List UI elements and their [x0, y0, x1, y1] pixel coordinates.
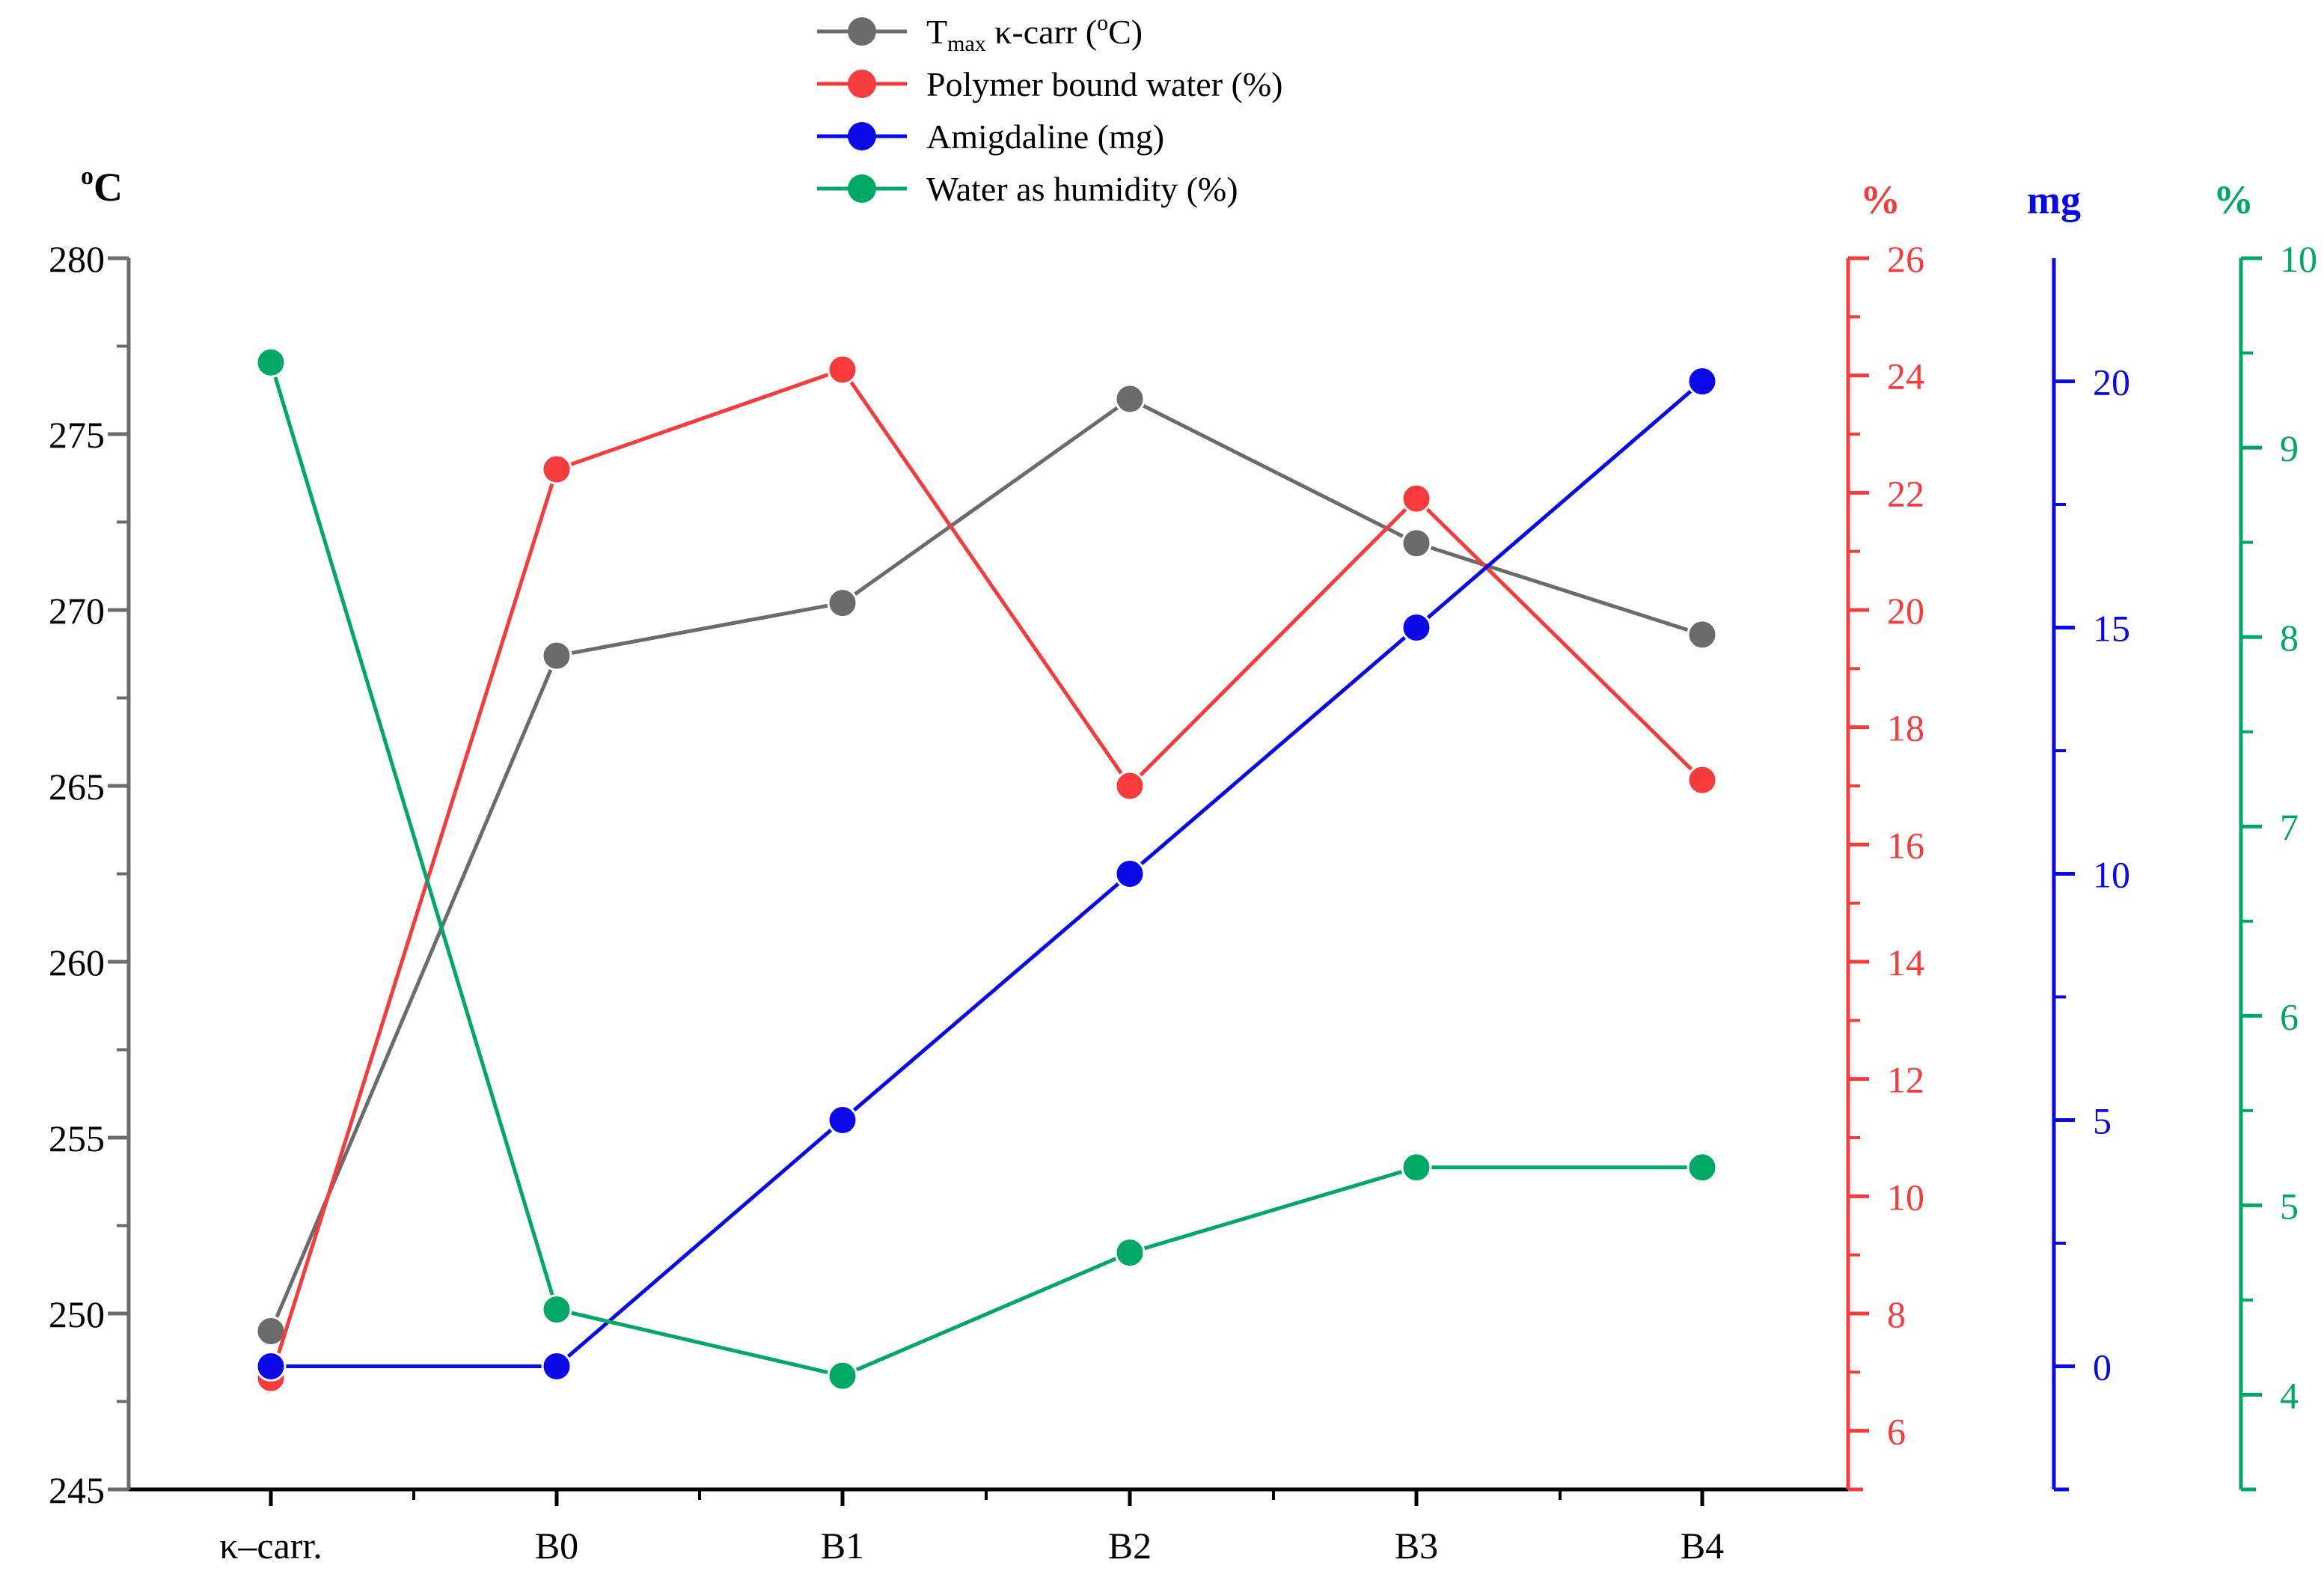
- point-tmax-b2: [1114, 383, 1146, 415]
- legend-label-humidity: Water as humidity (%): [926, 170, 1238, 208]
- humidity-tick-label: 4: [2280, 1374, 2299, 1416]
- point-humidity-carr: [255, 347, 287, 378]
- point-bound_water-b2: [1114, 770, 1146, 802]
- point-humidity-b0: [541, 1294, 572, 1326]
- x-tick-label-b0: B0: [535, 1525, 578, 1567]
- bound_water-tick-label: 14: [1887, 942, 1924, 983]
- point-bound_water-b1: [827, 354, 858, 385]
- legend-swatch-marker: [848, 17, 876, 46]
- legend-item-humidity: Water as humidity (%): [817, 170, 1238, 208]
- series-line-humidity: [269, 362, 1702, 1378]
- bound_water-tick-label: 12: [1887, 1059, 1924, 1101]
- humidity-tick-label: 6: [2280, 995, 2299, 1037]
- bound_water-tick-label: 26: [1887, 238, 1924, 280]
- humidity-axis-title: %: [2213, 177, 2254, 222]
- tmax-tick-label: 270: [49, 590, 105, 632]
- legend-swatch-marker: [848, 174, 876, 203]
- bound_water-axis-title: %: [1860, 177, 1901, 222]
- legend-item-tmax: Tmax κ-carr (oC): [817, 10, 1143, 56]
- point-humidity-b3: [1401, 1152, 1432, 1183]
- humidity-tick-label: 7: [2280, 806, 2299, 848]
- point-amigdaline-b2: [1114, 858, 1146, 889]
- point-amigdaline-carr: [255, 1351, 287, 1382]
- amigdaline-tick-label: 10: [2093, 854, 2130, 896]
- legend-item-amigdaline: Amigdaline (mg): [817, 118, 1164, 156]
- point-amigdaline-b3: [1401, 612, 1432, 643]
- legend-label-tmax: Tmax κ-carr (oC): [926, 10, 1143, 56]
- point-tmax-b0: [541, 640, 572, 671]
- amigdaline-axis-title: mg: [2027, 177, 2081, 222]
- point-humidity-b4: [1687, 1152, 1718, 1183]
- tmax-tick-label: 245: [49, 1469, 105, 1511]
- x-tick-label-carr: κ–carr.: [219, 1525, 322, 1567]
- legend-label-bound_water: Polymer bound water (%): [926, 65, 1283, 103]
- series-line-tmax: [269, 397, 1703, 1332]
- legend-item-bound_water: Polymer bound water (%): [817, 65, 1283, 103]
- point-amigdaline-b4: [1687, 366, 1718, 397]
- bound_water-tick-label: 6: [1887, 1411, 1906, 1453]
- point-amigdaline-b1: [827, 1105, 858, 1135]
- amigdaline-tick-label: 0: [2093, 1346, 2112, 1388]
- series-layer: [255, 347, 1718, 1394]
- humidity-tick-label: 9: [2280, 427, 2299, 469]
- legend-swatch-marker: [848, 70, 876, 98]
- bound_water-tick-label: 16: [1887, 824, 1924, 866]
- axes-layer: κ–carr. B0 B1 B2 B3 B424525025526026527027528…: [49, 162, 2317, 1567]
- series-line-bound_water: [269, 367, 1704, 1379]
- tmax-tick-label: 265: [49, 766, 105, 808]
- amigdaline-tick-label: 5: [2093, 1100, 2112, 1142]
- humidity-tick-label: 10: [2280, 238, 2317, 280]
- humidity-tick-label: 8: [2280, 617, 2299, 659]
- tmax-tick-label: 250: [49, 1293, 105, 1335]
- x-tick-label-b3: B3: [1395, 1525, 1438, 1567]
- point-bound_water-b4: [1687, 764, 1718, 796]
- x-tick-label-b2: B2: [1108, 1525, 1152, 1567]
- bound_water-tick-label: 24: [1887, 356, 1924, 397]
- legend: Tmax κ-carr (oC) Polymer bound water (%) A…: [817, 10, 1283, 208]
- tmax-tick-label: 275: [49, 414, 105, 456]
- point-amigdaline-b0: [541, 1351, 572, 1382]
- tmax-tick-label: 260: [49, 942, 105, 983]
- point-bound_water-b3: [1401, 483, 1432, 514]
- x-tick-label-b4: B4: [1681, 1525, 1724, 1567]
- point-humidity-b2: [1114, 1237, 1146, 1269]
- humidity-tick-label: 5: [2280, 1185, 2299, 1227]
- legend-swatch-marker: [848, 122, 876, 150]
- series-line-amigdaline: [271, 379, 1704, 1368]
- bound_water-tick-label: 8: [1887, 1293, 1906, 1335]
- tmax-axis-title: oC: [81, 162, 123, 210]
- point-humidity-b1: [827, 1360, 858, 1391]
- bound_water-tick-label: 10: [1887, 1176, 1924, 1218]
- point-tmax-b3: [1401, 528, 1432, 559]
- tmax-tick-label: 280: [49, 238, 105, 280]
- bound_water-tick-label: 20: [1887, 590, 1924, 632]
- bound_water-tick-label: 18: [1887, 707, 1924, 749]
- point-tmax-b1: [827, 588, 858, 619]
- bound_water-tick-label: 22: [1887, 472, 1924, 514]
- tmax-tick-label: 255: [49, 1117, 105, 1159]
- point-tmax-b4: [1687, 619, 1718, 650]
- amigdaline-tick-label: 20: [2093, 362, 2130, 403]
- point-bound_water-b0: [541, 454, 572, 485]
- legend-label-amigdaline: Amigdaline (mg): [926, 118, 1164, 156]
- x-tick-label-b1: B1: [821, 1525, 864, 1567]
- amigdaline-tick-label: 15: [2093, 608, 2130, 650]
